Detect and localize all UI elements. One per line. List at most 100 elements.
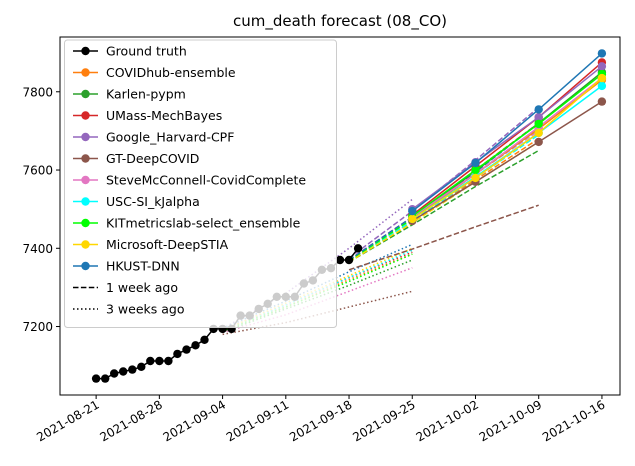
ground-truth-point — [173, 349, 182, 359]
legend-label: Google_Harvard-CPF — [106, 130, 234, 145]
forecast-google-harvard-cpf-point — [534, 113, 543, 122]
legend-label: Ground truth — [106, 44, 187, 59]
ground-truth-point — [91, 374, 101, 383]
forecast-gt-deepcovid-line — [411, 100, 603, 222]
legend-swatch-marker — [81, 154, 90, 163]
x-tick-label: 2021-09-25 — [350, 397, 417, 444]
legend-entry-stevemcconnell-covidcomplete: SteveMcConnell-CovidComplete — [73, 173, 306, 188]
forecast-3wk-microsoft-deepstia-line — [222, 247, 413, 332]
forecast-hkust-dnn-point — [471, 158, 480, 168]
ground-truth-point — [128, 365, 137, 374]
legend-entry-google-harvard-cpf: Google_Harvard-CPF — [73, 130, 234, 145]
legend-entry-kitmetricslab-select-ensemble: KITmetricslab-select_ensemble — [73, 216, 301, 231]
forecast-1wk-usc-si-kjalpha-line — [348, 134, 540, 263]
forecast-hkust-dnn-point — [534, 105, 543, 114]
ground-truth-point — [110, 369, 119, 378]
forecast-1wk-google-harvard-cpf-line — [348, 106, 540, 259]
ground-truth-point — [137, 362, 146, 371]
forecast-hkust-dnn-point — [597, 49, 607, 58]
forecast-gt-deepcovid-point — [597, 97, 607, 106]
legend-label: SteveMcConnell-CovidComplete — [106, 173, 306, 188]
forecast-microsoft-deepstia-point — [471, 173, 480, 183]
legend-label: Karlen-pypm — [106, 87, 186, 102]
legend-entry-gt-deepcovid: GT-DeepCOVID — [73, 151, 199, 166]
ground-truth-point — [344, 255, 354, 265]
forecast-microsoft-deepstia-point — [534, 128, 543, 138]
forecast-hkust-dnn-line — [411, 52, 603, 212]
legend-swatch-marker — [81, 197, 90, 206]
legend-entry-karlen-pypm: Karlen-pypm — [73, 87, 186, 102]
forecast-gt-deepcovid-point — [534, 137, 543, 147]
ground-truth-point — [335, 255, 345, 265]
legend-entry-umass-mechbayes: UMass-MechBayes — [73, 108, 222, 123]
legend-entry-3-weeks-ago: 3 weeks ago — [73, 302, 185, 317]
legend-swatch-marker — [81, 89, 90, 99]
x-tick-label: 2021-08-28 — [97, 397, 164, 444]
legend-swatch-marker — [81, 132, 90, 142]
ground-truth-point — [146, 356, 155, 366]
forecast-microsoft-deepstia-line — [411, 77, 603, 220]
legend-entry-ground-truth: Ground truth — [73, 44, 187, 59]
ground-truth-point — [191, 341, 200, 350]
x-tick-label: 2021-10-16 — [540, 397, 607, 444]
legend-label: 3 weeks ago — [106, 302, 185, 317]
x-tick-label: 2021-09-18 — [287, 397, 354, 444]
forecast-stevemcconnell-covidcomplete-line — [411, 77, 603, 218]
legend-entry-1-week-ago: 1 week ago — [73, 280, 178, 295]
legend-label: HKUST-DNN — [106, 259, 180, 274]
plot-area-frame — [59, 36, 621, 396]
ground-truth-point — [353, 244, 363, 253]
legend-entry-covidhub-ensemble: COVIDhub-ensemble — [73, 65, 236, 80]
x-tick-label: 2021-09-11 — [224, 397, 291, 444]
legend-swatch-marker — [81, 175, 90, 185]
ground-truth-point — [164, 356, 173, 366]
forecast-microsoft-deepstia-point — [408, 214, 417, 224]
legend-swatch-marker — [81, 46, 90, 56]
legend-swatch-marker — [81, 68, 90, 77]
legend-entry-hkust-dnn: HKUST-DNN — [73, 259, 180, 274]
legend-label: 1 week ago — [106, 280, 178, 295]
forecast-3wk-hkust-dnn-line — [222, 243, 413, 330]
ground-truth-point — [182, 345, 191, 354]
x-tick-label: 2021-10-02 — [414, 397, 481, 444]
y-tick-label: 7800 — [22, 85, 53, 99]
legend-swatch-marker — [81, 218, 90, 228]
chart-title: cum_death forecast (08_CO) — [233, 12, 447, 31]
y-tick-label: 7200 — [22, 320, 53, 334]
forecast-1wk-karlen-pypm-line — [348, 149, 540, 263]
ground-truth-point — [119, 367, 128, 376]
forecast-kitmetricslab-select-ensemble-point — [534, 119, 543, 129]
legend: Ground truth COVIDhub-ensemble Karlen-pypm… — [64, 39, 337, 328]
forecast-hkust-dnn-point — [408, 206, 417, 216]
ground-truth-point — [101, 374, 110, 383]
legend-label: UMass-MechBayes — [106, 108, 222, 123]
legend-label: GT-DeepCOVID — [106, 151, 199, 166]
forecast-microsoft-deepstia-point — [597, 73, 607, 83]
ground-truth-point — [200, 335, 209, 344]
forecast-umass-mechbayes-line — [411, 61, 603, 216]
legend-entry-microsoft-deepstia: Microsoft-DeepSTIA — [73, 237, 229, 252]
forecast-google-harvard-cpf-point — [597, 62, 607, 71]
forecast-google-harvard-cpf-line — [411, 65, 603, 210]
ground-truth-point — [155, 356, 164, 366]
forecast-usc-si-kjalpha-point — [597, 81, 607, 91]
legend-swatch-marker — [81, 261, 90, 271]
forecast-1wk-umass-mechbayes-line — [348, 122, 540, 261]
y-tick-label: 7400 — [22, 242, 53, 256]
legend-label: COVIDhub-ensemble — [106, 65, 236, 80]
forecast-1wk-covidhub-ensemble-line — [348, 138, 540, 263]
forecast-covidhub-ensemble-line — [411, 79, 603, 220]
x-tick-label: 2021-08-21 — [34, 397, 101, 444]
y-tick-label: 7600 — [22, 164, 53, 178]
legend-label: Microsoft-DeepSTIA — [106, 237, 229, 252]
legend-box — [64, 39, 337, 328]
legend-swatch-marker — [81, 240, 90, 249]
forecast-1wk-gt-deepcovid-line — [348, 204, 539, 271]
forecast-kitmetricslab-select-ensemble-point — [471, 165, 480, 175]
forecast-kitmetricslab-select-ensemble-line — [411, 73, 603, 217]
legend-label: USC-SI_kJalpha — [106, 194, 200, 209]
legend-swatch-marker — [81, 111, 90, 120]
legend-label: KITmetricslab-select_ensemble — [106, 216, 301, 231]
x-tick-label: 2021-09-04 — [161, 397, 228, 444]
